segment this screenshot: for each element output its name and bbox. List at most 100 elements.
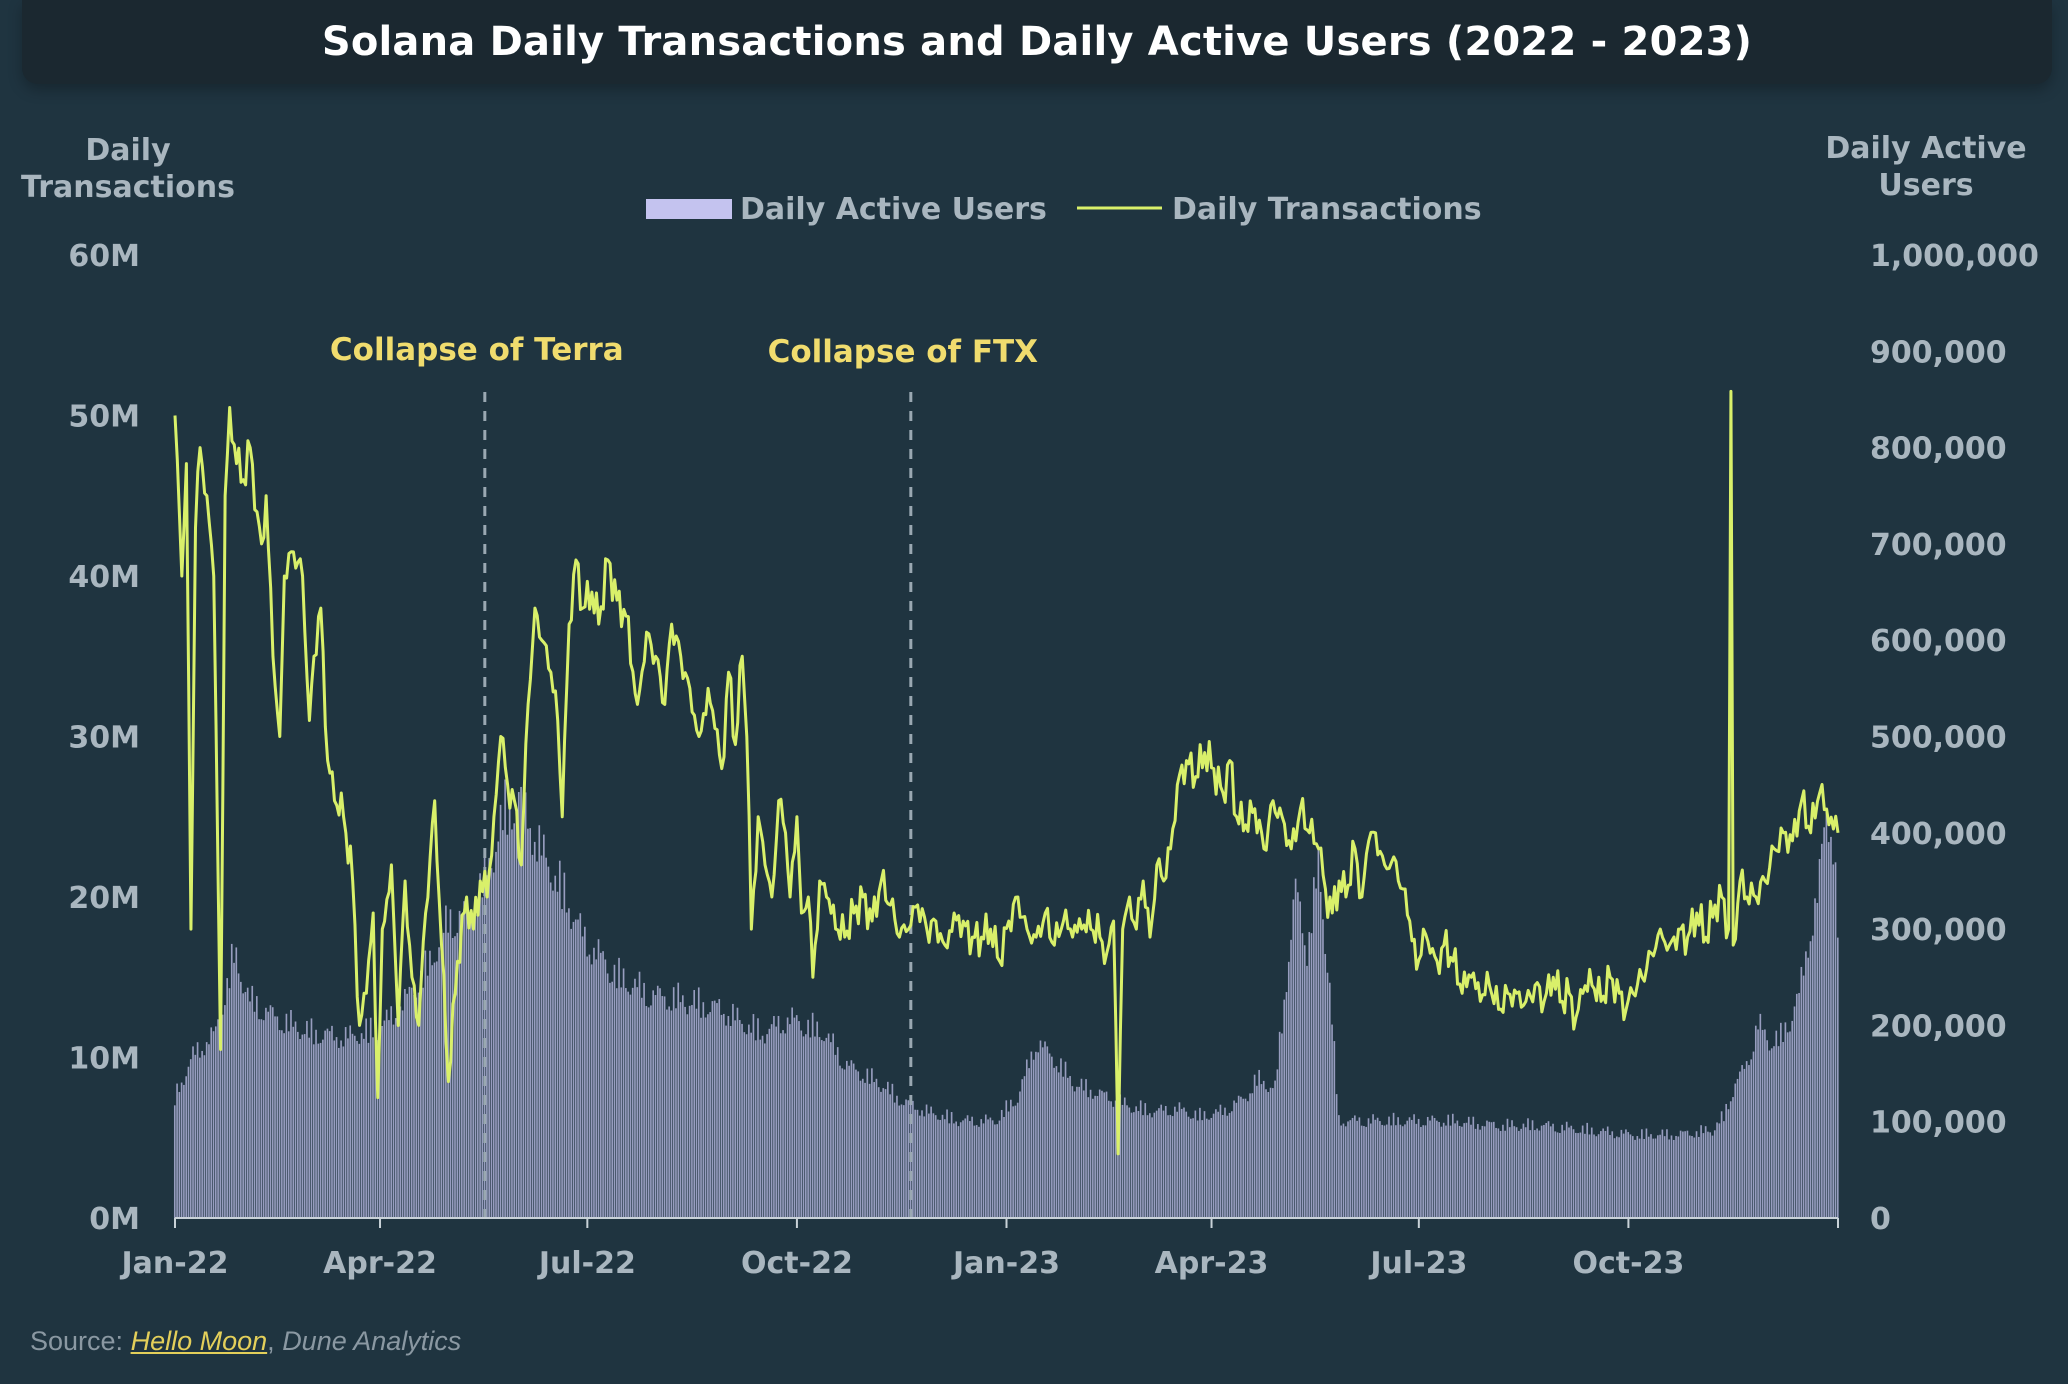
dau-bar (627, 991, 629, 1218)
y-right-tick-label: 700,000 (1870, 528, 2007, 563)
dau-bar (1105, 1091, 1108, 1218)
dau-bar (896, 1095, 898, 1218)
dau-bar (1297, 892, 1299, 1218)
dau-bar (1554, 1131, 1557, 1218)
dau-bar (1231, 1111, 1233, 1218)
dau-bar (693, 990, 696, 1218)
dau-bar (570, 928, 572, 1218)
dau-bar (1267, 1092, 1270, 1218)
dau-bar (1506, 1118, 1509, 1218)
dau-bar (1148, 1113, 1151, 1218)
dau-bar (834, 1054, 837, 1218)
dau-bar (1613, 1138, 1616, 1218)
dau-bar (1347, 1121, 1349, 1218)
dau-bar (1258, 1069, 1260, 1218)
dau-bar (966, 1115, 969, 1218)
dau-bar (877, 1087, 880, 1218)
dau-bar (1770, 1048, 1773, 1218)
y-right-tick-label: 1,000,000 (1870, 239, 2039, 274)
dau-bar (930, 1106, 932, 1218)
dau-bar (1044, 1041, 1046, 1218)
dau-bar (818, 1037, 821, 1218)
dau-bar (1151, 1117, 1153, 1218)
dau-bar (871, 1068, 873, 1218)
dau-bar (271, 1007, 274, 1218)
dau-bar (659, 988, 661, 1218)
dau-bar (1338, 1115, 1340, 1218)
dau-bar (520, 786, 522, 1218)
dau-bar (1119, 1094, 1122, 1218)
dau-bar (235, 947, 238, 1218)
dau-bar (957, 1126, 960, 1218)
dau-bars (173, 779, 1839, 1218)
dau-bar (1224, 1107, 1226, 1218)
dau-bar (1830, 836, 1832, 1218)
dau-bar (622, 968, 625, 1218)
dau-bar (1092, 1098, 1094, 1218)
dau-bar (253, 1011, 256, 1218)
dau-bar (497, 841, 500, 1218)
dau-bar (1335, 1094, 1338, 1218)
dau-bar (709, 1012, 711, 1218)
dau-bar (643, 982, 645, 1218)
dau-bar (727, 1016, 730, 1218)
dau-bar (1666, 1129, 1668, 1218)
dau-bar (228, 988, 231, 1218)
dau-bar (1308, 932, 1311, 1218)
dau-bar (1376, 1117, 1379, 1218)
dau-bar (1750, 1059, 1753, 1218)
legend-bar-swatch (646, 199, 732, 219)
dau-bar (827, 1033, 830, 1218)
dau-bar (1233, 1100, 1235, 1218)
dau-bar (1199, 1107, 1201, 1218)
dau-bar (1609, 1135, 1611, 1218)
y-right-tick-label: 800,000 (1870, 432, 2007, 467)
dau-bar (315, 1029, 317, 1218)
dau-bar (1303, 945, 1306, 1218)
dau-bar (251, 985, 254, 1218)
dau-bar (1431, 1115, 1434, 1218)
transactions-line (173, 389, 1840, 1156)
dau-bar (265, 1007, 267, 1218)
dau-bar (1420, 1126, 1422, 1218)
dau-bar (1709, 1132, 1712, 1218)
dau-bar (527, 828, 529, 1218)
dau-bar (1511, 1120, 1513, 1218)
dau-bar (255, 996, 258, 1218)
dau-bar (916, 1109, 919, 1218)
dau-bar (1672, 1139, 1675, 1218)
dau-bar (1379, 1121, 1381, 1218)
source-link-hello-moon[interactable]: Hello Moon (130, 1326, 268, 1356)
dau-bar (745, 1034, 748, 1218)
dau-bar (1226, 1115, 1229, 1218)
dau-bar (1572, 1129, 1575, 1218)
dau-bar (1201, 1120, 1204, 1218)
dau-bar (1210, 1117, 1213, 1218)
dau-bar (1356, 1120, 1358, 1218)
dau-bar (754, 1040, 757, 1218)
dau-bar (385, 1009, 388, 1218)
dau-bar (201, 1050, 203, 1218)
dau-bar (540, 855, 543, 1218)
dau-bar (1695, 1131, 1698, 1218)
dau-bar (1711, 1135, 1714, 1218)
dau-bar (852, 1063, 855, 1218)
dau-bar (1194, 1110, 1197, 1218)
dau-bar (1515, 1127, 1518, 1218)
dau-bar (429, 950, 431, 1218)
dau-bar (1146, 1115, 1149, 1218)
dau-bar (299, 1039, 301, 1218)
dau-bar (1622, 1133, 1625, 1218)
dau-bar (1736, 1078, 1739, 1218)
dau-bar (738, 1020, 741, 1218)
dau-bar (722, 1013, 725, 1218)
dau-bar (536, 861, 538, 1218)
y-left-tick-label: 10M (68, 1042, 140, 1077)
dau-bar (807, 1019, 809, 1218)
dau-bar (1055, 1066, 1058, 1218)
dau-bar (953, 1123, 955, 1218)
dau-bar (937, 1119, 939, 1218)
dau-bar (969, 1121, 971, 1218)
dau-bar (647, 1007, 650, 1218)
dau-bar (451, 937, 454, 1218)
